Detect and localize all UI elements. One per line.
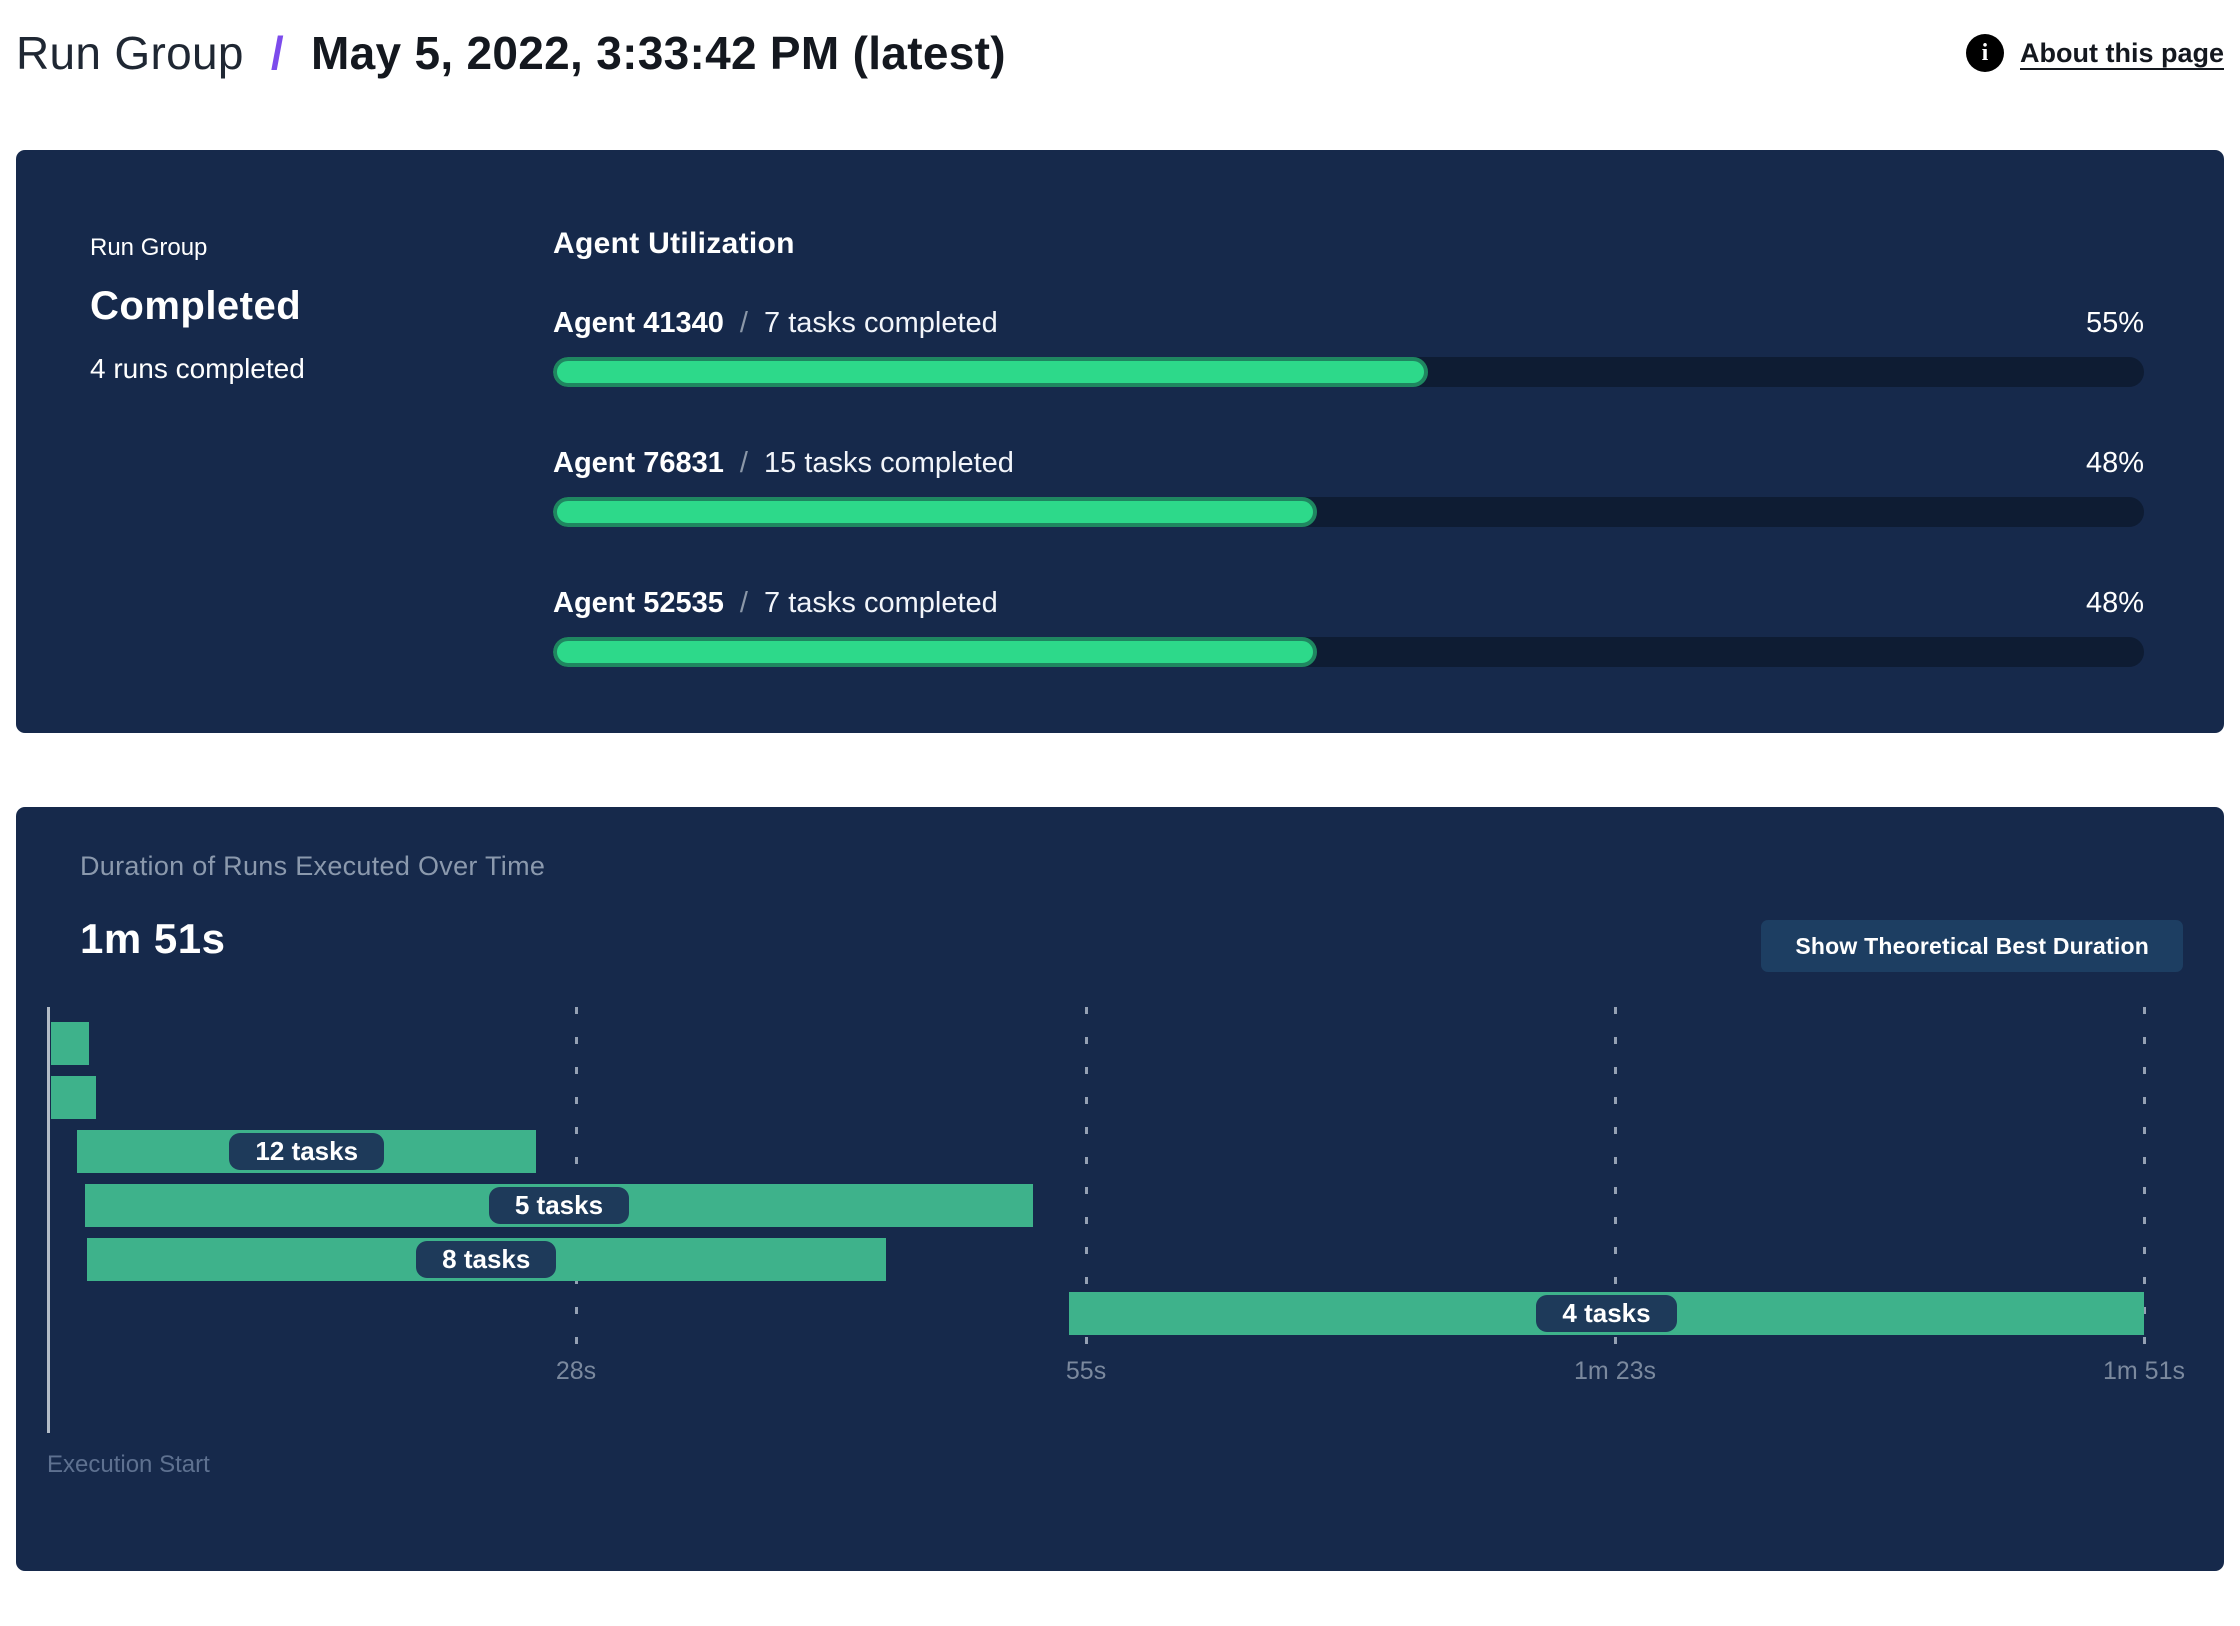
gridline xyxy=(2143,1007,2146,1347)
agent-row-label: Agent 52535 / 7 tasks completed 48% xyxy=(553,585,2144,621)
gantt-bar-task-count-pill: 8 tasks xyxy=(416,1241,557,1278)
agent-tasks-completed: 7 tasks completed xyxy=(764,587,998,619)
axis-tick-label: 55s xyxy=(1065,1357,1107,1385)
info-icon[interactable]: i xyxy=(1966,34,2004,72)
gantt-bar-task-count-pill: 12 tasks xyxy=(229,1133,385,1170)
axis-tick-label: 28s xyxy=(555,1357,597,1385)
gantt-bar-task-count-pill: 5 tasks xyxy=(488,1187,630,1224)
agent-utilization-row: Agent 52535 / 7 tasks completed 48% xyxy=(553,585,2144,667)
breadcrumb-separator: / xyxy=(270,27,284,79)
agent-tasks-completed: 15 tasks completed xyxy=(764,447,1014,479)
gantt-bar[interactable]: 8 tasks xyxy=(86,1238,886,1281)
agent-name: Agent 76831 xyxy=(553,447,724,479)
utilization-progress-fill xyxy=(553,357,1429,387)
run-group-panel: Run Group Completed 4 runs completed Age… xyxy=(16,150,2224,733)
utilization-progress-track xyxy=(553,637,2144,667)
duration-chart-title: Duration of Runs Executed Over Time xyxy=(80,851,546,881)
axis-tick-label: 1m 23s xyxy=(1574,1357,1657,1385)
gantt-bar[interactable] xyxy=(50,1076,97,1119)
agent-name: Agent 41340 xyxy=(553,307,724,339)
gridline xyxy=(1614,1007,1618,1347)
gridline xyxy=(574,1007,578,1347)
execution-start-label: Execution Start xyxy=(47,1451,210,1478)
agent-label-separator: / xyxy=(739,447,748,479)
agent-row-label: Agent 41340 / 7 tasks completed 55% xyxy=(553,305,2144,341)
gantt-bar[interactable]: 12 tasks xyxy=(77,1130,537,1173)
gantt-plot-area: 28s 55s 1m 23s 1m 51s 12 tasks 5 tasks 8 tasks… xyxy=(47,1007,2185,1433)
breadcrumb-run-date: May 5, 2022, 3:33:42 PM (latest) xyxy=(311,27,1006,79)
agent-name: Agent 52535 xyxy=(553,587,724,619)
agent-utilization-row: Agent 41340 / 7 tasks completed 55% xyxy=(553,305,2144,387)
gantt-bar[interactable]: 4 tasks xyxy=(1069,1292,2144,1335)
gantt-bar-task-count-pill: 4 tasks xyxy=(1536,1295,1677,1332)
about-this-page[interactable]: i About this page xyxy=(1966,34,2224,72)
about-this-page-link[interactable]: About this page xyxy=(2020,37,2224,68)
utilization-progress-track xyxy=(553,497,2144,527)
total-duration-value: 1m 51s xyxy=(80,915,226,962)
show-theoretical-best-duration-button[interactable]: Show Theoretical Best Duration xyxy=(1761,920,2183,972)
gantt-bar[interactable] xyxy=(50,1022,89,1065)
agent-utilization-percent: 55% xyxy=(2085,307,2144,339)
gridline xyxy=(1085,1007,1089,1347)
agent-label-separator: / xyxy=(739,307,748,339)
runs-completed-count: 4 runs completed xyxy=(90,353,305,384)
agent-tasks-completed: 7 tasks completed xyxy=(764,307,998,339)
run-group-status: Completed xyxy=(90,284,302,328)
utilization-progress-fill xyxy=(553,497,1317,527)
run-group-label: Run Group xyxy=(90,234,208,261)
agent-label-separator: / xyxy=(739,587,748,619)
page-title: Run Group / May 5, 2022, 3:33:42 PM (lat… xyxy=(16,26,1006,80)
agent-utilization-section: Agent Utilization Agent 41340 / 7 tasks … xyxy=(553,150,2224,733)
duration-chart-panel: Duration of Runs Executed Over Time 1m 5… xyxy=(16,807,2224,1571)
utilization-progress-fill xyxy=(553,637,1317,667)
gantt-bar[interactable]: 5 tasks xyxy=(84,1184,1034,1227)
page-header: Run Group / May 5, 2022, 3:33:42 PM (lat… xyxy=(16,8,2224,98)
agent-utilization-row: Agent 76831 / 15 tasks completed 48% xyxy=(553,445,2144,527)
axis-tick-label: 1m 51s xyxy=(2103,1357,2185,1385)
agent-utilization-title: Agent Utilization xyxy=(553,227,795,260)
agent-row-label: Agent 76831 / 15 tasks completed 48% xyxy=(553,445,2144,481)
y-axis-line xyxy=(47,1007,50,1433)
utilization-progress-track xyxy=(553,357,2144,387)
breadcrumb-run-group: Run Group xyxy=(16,27,244,79)
agent-utilization-percent: 48% xyxy=(2085,447,2144,479)
run-group-summary: Run Group Completed 4 runs completed xyxy=(16,150,553,733)
agent-utilization-percent: 48% xyxy=(2085,587,2144,619)
